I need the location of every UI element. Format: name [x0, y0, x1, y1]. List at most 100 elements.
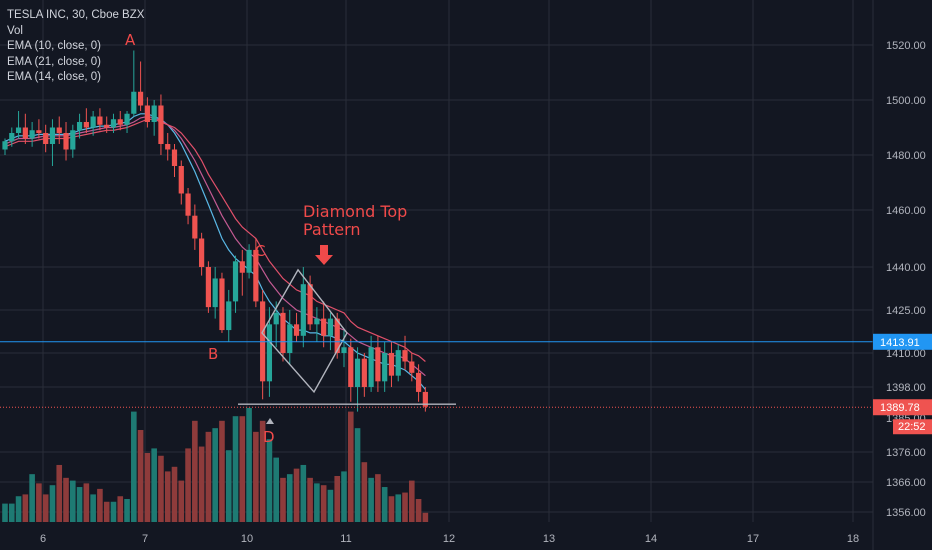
candle-body: [15, 127, 22, 133]
candle-body: [300, 284, 306, 336]
price-tick-label: 1480.00: [886, 150, 926, 162]
time-tick-label: 14: [645, 533, 657, 545]
volume-bar: [259, 420, 266, 522]
volume-bar: [103, 501, 110, 522]
volume-bar: [225, 450, 232, 522]
candle-body: [144, 105, 150, 122]
legend-ema-10[interactable]: EMA (10, close, 0): [7, 40, 101, 52]
last-price-badge: [873, 399, 932, 416]
volume-bars: [2, 407, 429, 522]
time-tick-label: 11: [340, 533, 351, 545]
volume-bar: [300, 464, 307, 522]
volume-bar: [293, 468, 300, 522]
volume-bar: [164, 471, 171, 522]
volume-bar: [117, 496, 124, 522]
candle-body: [165, 144, 171, 150]
annotation-c: C: [255, 242, 265, 260]
candle-body: [307, 284, 313, 325]
candle-body: [158, 105, 164, 144]
volume-bar: [239, 416, 246, 522]
volume-bar: [90, 494, 96, 522]
candle-body: [293, 324, 300, 336]
candle-body: [246, 249, 252, 273]
candle-body: [334, 318, 340, 353]
candle-body: [63, 133, 69, 150]
volume-bar: [307, 477, 313, 522]
level-badge-text: 1413.91: [880, 337, 920, 349]
candle-body: [348, 347, 354, 387]
chart-legend: TESLA INC, 30, Cboe BZX Vol EMA (10, clo…: [7, 8, 144, 86]
volume-bar: [63, 477, 69, 522]
volume-bar: [375, 474, 381, 522]
candle-body: [138, 91, 144, 106]
time-tick-label: 10: [241, 533, 253, 545]
volume-bar: [320, 485, 327, 522]
volume-bar: [314, 483, 320, 522]
time-axis[interactable]: 6 7 10 11 12 13 14 17 18: [40, 533, 859, 545]
candle-body: [22, 127, 28, 139]
volume-bar: [368, 477, 374, 522]
grid: [0, 0, 873, 522]
candlesticks: [2, 50, 428, 412]
volume-bar: [327, 489, 334, 522]
volume-bar: [49, 485, 56, 522]
legend-symbol[interactable]: TESLA INC, 30, Cboe BZX: [7, 9, 145, 21]
time-tick-label: 12: [443, 533, 455, 545]
candle-body: [415, 372, 422, 392]
candle-body: [375, 347, 381, 382]
level-badge: [873, 333, 932, 350]
candle-body: [178, 166, 184, 194]
candle-body: [117, 119, 123, 125]
candle-body: [327, 318, 334, 336]
candle-body: [239, 261, 245, 273]
annotation-d: D: [263, 428, 275, 446]
candle-body: [49, 127, 56, 144]
price-tick-label: 1500.00: [886, 95, 926, 107]
price-tick-label: 1356.00: [886, 507, 926, 519]
volume-bar: [178, 480, 185, 522]
volume-bar: [192, 420, 198, 522]
volume-bar: [97, 488, 103, 522]
pattern-title-line1: Diamond Top: [303, 202, 407, 221]
candle-body: [341, 347, 347, 353]
candle-body: [287, 324, 293, 353]
volume-bar: [402, 492, 408, 522]
volume-bar: [273, 457, 279, 522]
time-tick-label: 7: [142, 533, 148, 545]
candle-body: [97, 116, 103, 125]
annotation-b: B: [208, 345, 218, 363]
volume-bar: [151, 448, 157, 522]
candle-body: [185, 193, 191, 216]
volume-bar: [232, 416, 239, 522]
candle-body: [171, 149, 178, 166]
legend-ema-21[interactable]: EMA (21, close, 0): [7, 55, 101, 68]
volume-bar: [205, 431, 212, 522]
legend-volume[interactable]: Vol: [7, 24, 23, 37]
candle-body: [280, 312, 286, 353]
volume-bar: [381, 487, 388, 522]
candle-body: [226, 301, 232, 331]
candle-body: [368, 347, 374, 387]
candle-body: [205, 267, 211, 308]
candle-body: [422, 391, 428, 407]
candle-body: [29, 130, 35, 139]
legend-ema-14[interactable]: EMA (14, close, 0): [7, 71, 101, 83]
volume-bar: [280, 477, 286, 522]
volume-bar: [2, 503, 8, 522]
pattern-title-line2: Pattern: [303, 220, 361, 239]
price-tick-label: 1460.00: [886, 205, 926, 217]
last-price-badge-text: 1389.78: [880, 402, 920, 414]
volume-bar: [15, 496, 22, 522]
volume-bar: [409, 480, 415, 522]
annotation-a: A: [125, 31, 136, 49]
candle-body: [192, 215, 198, 239]
candle-body: [131, 91, 137, 114]
candle-body: [314, 318, 320, 325]
volume-bar: [266, 439, 273, 522]
candle-body: [151, 105, 157, 122]
volume-bar: [246, 407, 252, 522]
time-tick-label: 18: [847, 533, 859, 545]
price-tick-label: 1410.00: [886, 348, 926, 360]
volume-bar: [124, 499, 130, 522]
